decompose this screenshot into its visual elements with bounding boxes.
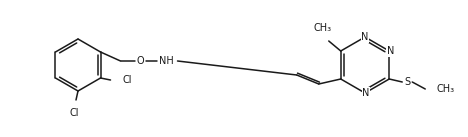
Text: NH: NH bbox=[159, 56, 174, 66]
Text: O: O bbox=[137, 56, 144, 66]
Text: N: N bbox=[362, 88, 370, 98]
Text: CH₃: CH₃ bbox=[436, 84, 454, 94]
Text: CH₃: CH₃ bbox=[314, 23, 332, 33]
Text: N: N bbox=[361, 32, 369, 42]
Text: Cl: Cl bbox=[69, 108, 79, 118]
Text: S: S bbox=[404, 77, 410, 87]
Text: N: N bbox=[387, 46, 394, 56]
Text: Cl: Cl bbox=[123, 75, 132, 85]
